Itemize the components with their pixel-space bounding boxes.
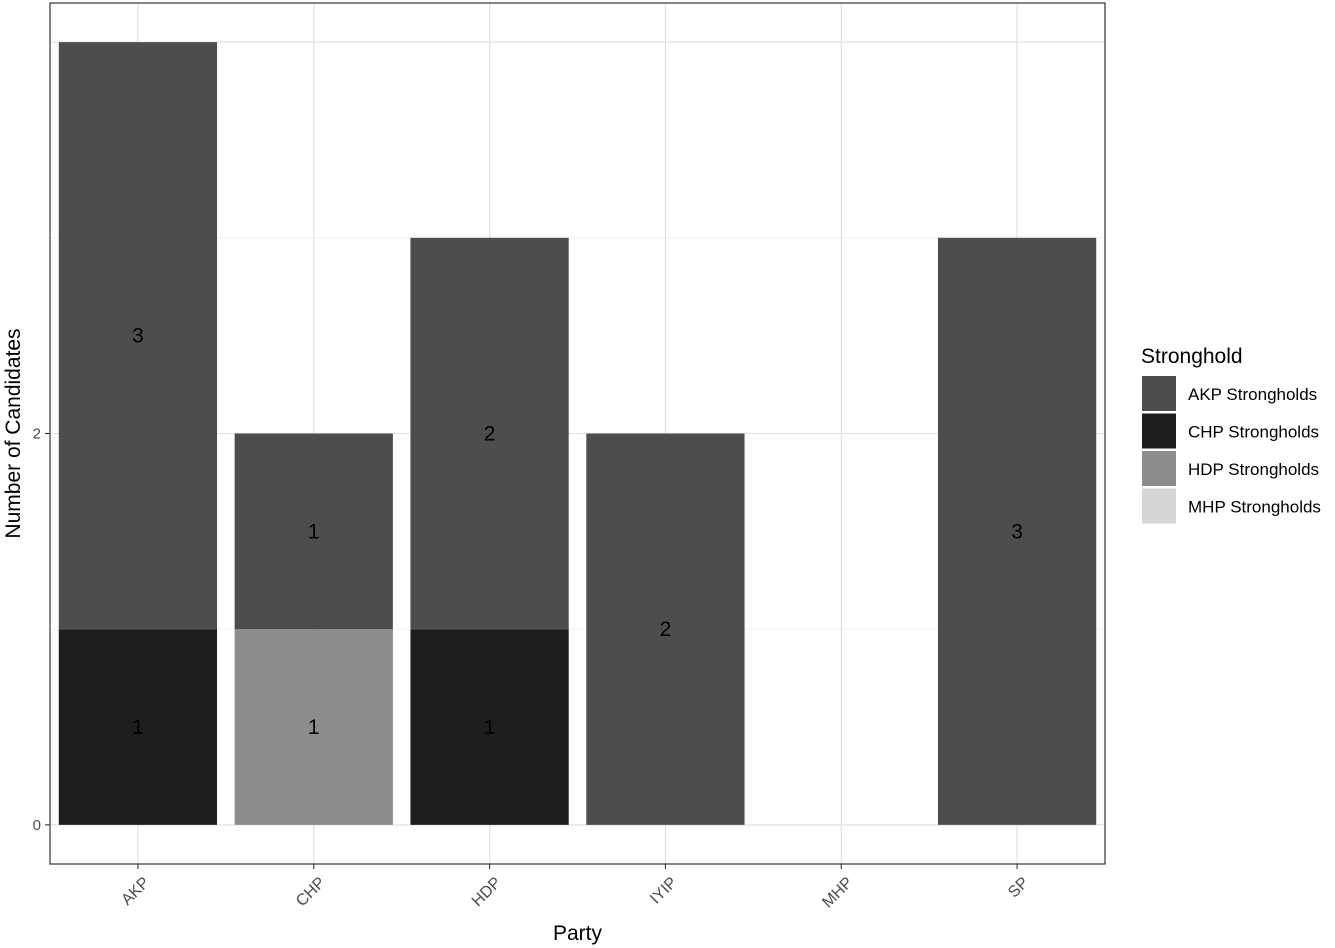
bars xyxy=(58,42,1097,825)
bar-segment xyxy=(410,629,569,825)
y-axis-label: Number of Candidates xyxy=(2,328,25,538)
bar-segment xyxy=(58,629,218,825)
legend-swatch xyxy=(1142,413,1176,449)
x-tick-label: AKP xyxy=(118,874,153,909)
x-tick-label: SP xyxy=(1005,874,1032,901)
x-axis-label: Party xyxy=(553,922,603,945)
y-tick-label: 0 xyxy=(33,817,41,834)
bar-segment xyxy=(937,237,1097,825)
x-tick-label: HDP xyxy=(469,874,505,910)
legend-label: HDP Strongholds xyxy=(1188,460,1319,479)
data-label: 1 xyxy=(484,716,496,739)
x-tick-label: MHP xyxy=(819,874,856,911)
legend-swatch xyxy=(1142,451,1176,486)
bar-segment xyxy=(586,433,745,825)
legend: Stronghold AKP Strongholds CHP Stronghold… xyxy=(1141,345,1321,524)
legend-label: CHP Strongholds xyxy=(1188,423,1319,442)
bar-segment xyxy=(234,433,393,630)
bar-segment xyxy=(58,42,218,630)
data-label: 2 xyxy=(660,618,672,641)
x-tick-label: IYIP xyxy=(647,874,680,907)
legend-swatch xyxy=(1142,488,1176,524)
x-tick-label: CHP xyxy=(293,874,329,910)
bar-segment xyxy=(410,237,569,630)
data-label: 3 xyxy=(132,325,144,348)
legend-label: MHP Strongholds xyxy=(1188,498,1321,517)
data-label: 1 xyxy=(132,716,144,739)
legend-swatch xyxy=(1142,376,1176,411)
bar-segment xyxy=(234,629,393,825)
data-label: 1 xyxy=(308,716,320,739)
bar-labels: 1 3 1 1 1 2 2 3 xyxy=(132,325,1023,739)
data-label: 2 xyxy=(484,423,496,446)
legend-title: Stronghold xyxy=(1141,345,1243,368)
legend-label: AKP Strongholds xyxy=(1188,385,1317,404)
data-label: 1 xyxy=(308,520,320,543)
y-tick-label: 2 xyxy=(33,426,41,443)
data-label: 3 xyxy=(1011,520,1023,543)
